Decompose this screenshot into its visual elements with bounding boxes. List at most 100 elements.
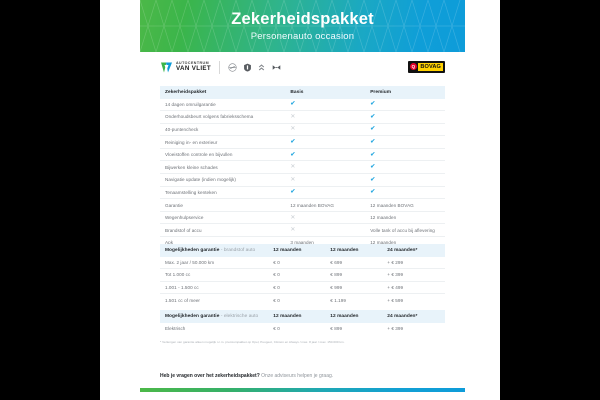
price-col-3: + € 499 <box>382 281 445 295</box>
premium-value: ✔ <box>365 110 445 124</box>
premium-value: ✔ <box>365 123 445 137</box>
check-icon: ✔ <box>370 164 376 171</box>
cross-icon: ✕ <box>290 214 296 221</box>
feature-comparison-table: Zekerheidspakket Basis Premium 14 dagen … <box>160 86 445 249</box>
footer-question: Heb je vragen over het zekerheidspakket? <box>160 373 260 379</box>
price-col-1: € 0 <box>268 281 326 295</box>
check-icon: ✔ <box>290 189 296 196</box>
check-icon: ✔ <box>370 126 376 133</box>
fuel-table-title-main: Mogelijkheden garantie <box>165 247 220 253</box>
footer-contact-line: Heb je vragen over het zekerheidspakket?… <box>160 373 460 379</box>
citroen-logo-icon <box>258 63 265 70</box>
premium-value: ✔ <box>365 135 445 149</box>
footnote-text: * Verlengen van garantie alleen mogelijk… <box>160 340 345 344</box>
feature-label: 40-puntencheck <box>160 123 286 137</box>
cell-value: 12 maanden BOVAG <box>370 202 414 208</box>
fuel-col-header-1: 12 maanden <box>268 244 326 257</box>
feature-label: Navigatie update (indien mogelijk) <box>160 173 286 187</box>
feature-label: Brandstof of accu <box>160 223 286 238</box>
check-icon: ✔ <box>370 139 376 146</box>
cross-icon: ✕ <box>290 164 296 171</box>
table-row: Tenaamstelling kenteken ✔ ✔ <box>160 186 445 200</box>
cell-value: 12 maanden <box>370 240 397 246</box>
electric-table-body: Elektrisch € 0 € 899 + € 399 <box>160 323 445 335</box>
peugeot-logo-icon <box>243 63 251 72</box>
price-col-1: € 0 <box>273 325 280 331</box>
cell-value: 3 maanden <box>290 240 314 246</box>
brand-logos <box>228 62 281 72</box>
opel-logo-icon <box>228 62 237 72</box>
page-subtitle: Personenauto occasion <box>250 31 355 43</box>
basis-value: ✕ <box>285 110 366 124</box>
premium-value: 12 maanden <box>365 237 445 249</box>
van-vliet-mark-icon <box>160 61 173 74</box>
document-page: Zekerheidspakket Personenauto occasion A… <box>100 0 500 400</box>
table-row: Brandstof of accu ✕ Volle tank of accu bij… <box>160 223 445 238</box>
table-row: Vloeistoffen controle en bijvullen ✔ ✔ <box>160 148 445 162</box>
table-row: Garantie 12 maanden BOVAG 12 maanden BOVAG <box>160 198 445 212</box>
premium-value: ✔ <box>365 160 445 175</box>
basis-value: ✔ <box>285 148 366 162</box>
price-col-2: € 899 <box>330 325 343 331</box>
electric-col-header-1: 12 maanden <box>268 310 326 323</box>
feature-label: 14 dagen omruilgarantie <box>160 98 286 112</box>
price-col-2: € 999 <box>325 281 383 295</box>
table-row: 1.001 - 1.500 cc € 0 € 999 + € 499 <box>160 281 445 295</box>
header-banner: Zekerheidspakket Personenauto occasion <box>140 0 465 52</box>
premium-value: ✔ <box>365 186 445 200</box>
basis-value: ✕ <box>285 160 366 175</box>
table-row: Navigatie update (indien mogelijk) ✕ ✔ <box>160 173 445 187</box>
bovag-wordmark: BOVAG <box>418 62 443 72</box>
premium-value: ✔ <box>365 148 445 162</box>
feature-col-header: Zekerheidspakket <box>160 86 286 99</box>
feature-table-body: 14 dagen omruilgarantie ✔ ✔ Onderhoudsbeurt… <box>160 98 445 249</box>
price-col-3: + € 399 <box>387 325 404 331</box>
table-row: Tot 1.000 cc € 0 € 899 + € 399 <box>160 268 445 282</box>
bovag-letter: Q <box>411 63 416 69</box>
table-row: Max. 2 jaar / 50.000 km € 0 € 699 + € 299 <box>160 256 445 270</box>
cross-icon: ✕ <box>290 176 296 183</box>
fuel-col-header-2: 12 maanden <box>325 244 383 257</box>
fuel-col-header-3: 24 maanden* <box>382 244 445 257</box>
basis-value: ✕ <box>285 123 366 137</box>
electric-table-header-row: Mogelijkheden garantie - elektrische aut… <box>160 310 445 323</box>
dealer-name-top: AUTOCENTRUM <box>176 60 210 65</box>
check-icon: ✔ <box>370 189 376 196</box>
basis-value: ✔ <box>285 186 366 200</box>
fuel-table-title-sub: - brandstof auto <box>220 247 256 253</box>
price-row-label: Tot 1.000 cc <box>160 268 269 282</box>
fuel-table-body: Max. 2 jaar / 50.000 km € 0 € 699 + € 299 To… <box>160 256 445 306</box>
basis-col-header: Basis <box>285 86 366 99</box>
cross-icon: ✕ <box>290 126 296 133</box>
always-logo-icon <box>272 64 280 70</box>
feature-label: Bijwerken kleine schades <box>160 160 286 175</box>
cell-value: 12 maanden BOVAG <box>290 202 335 208</box>
cross-icon: ✕ <box>290 113 296 120</box>
check-icon: ✔ <box>370 113 376 120</box>
price-col-2: € 699 <box>325 256 383 270</box>
check-icon: ✔ <box>290 151 296 158</box>
triangle-pattern-icon <box>140 0 465 52</box>
cell-value: 12 maanden <box>370 215 397 221</box>
premium-value: 12 maanden <box>365 211 445 225</box>
feature-label: Onderhoudsbeurt volgens fabrieksschema <box>160 110 286 124</box>
electric-table-title-sub: - elektrische auto <box>220 313 259 319</box>
basis-value: ✕ <box>285 223 366 238</box>
premium-value: Volle tank of accu bij aflevering <box>365 223 445 238</box>
table-row: Elektrisch € 0 € 899 + € 399 <box>160 323 445 335</box>
bovag-q-icon: Q <box>409 63 417 71</box>
price-row-label: Max. 2 jaar / 50.000 km <box>160 256 269 270</box>
table-row: 40-puntencheck ✕ ✔ <box>160 123 445 137</box>
table-row: 14 dagen omruilgarantie ✔ ✔ <box>160 98 445 112</box>
price-col-1: € 0 <box>268 268 326 282</box>
electric-col-header-2: 12 maanden <box>325 310 383 323</box>
premium-value: ✔ <box>365 173 445 187</box>
feature-label: Vloeistoffen controle en bijvullen <box>160 148 286 162</box>
cross-icon: ✕ <box>290 227 296 234</box>
basis-value: 3 maanden <box>285 237 365 249</box>
table-row: Wegenhulpservice ✕ 12 maanden <box>160 211 445 225</box>
basis-value: ✔ <box>285 135 366 149</box>
basis-value: ✕ <box>285 211 366 225</box>
footer-gradient-bar <box>140 388 465 392</box>
check-icon: ✔ <box>370 151 376 158</box>
